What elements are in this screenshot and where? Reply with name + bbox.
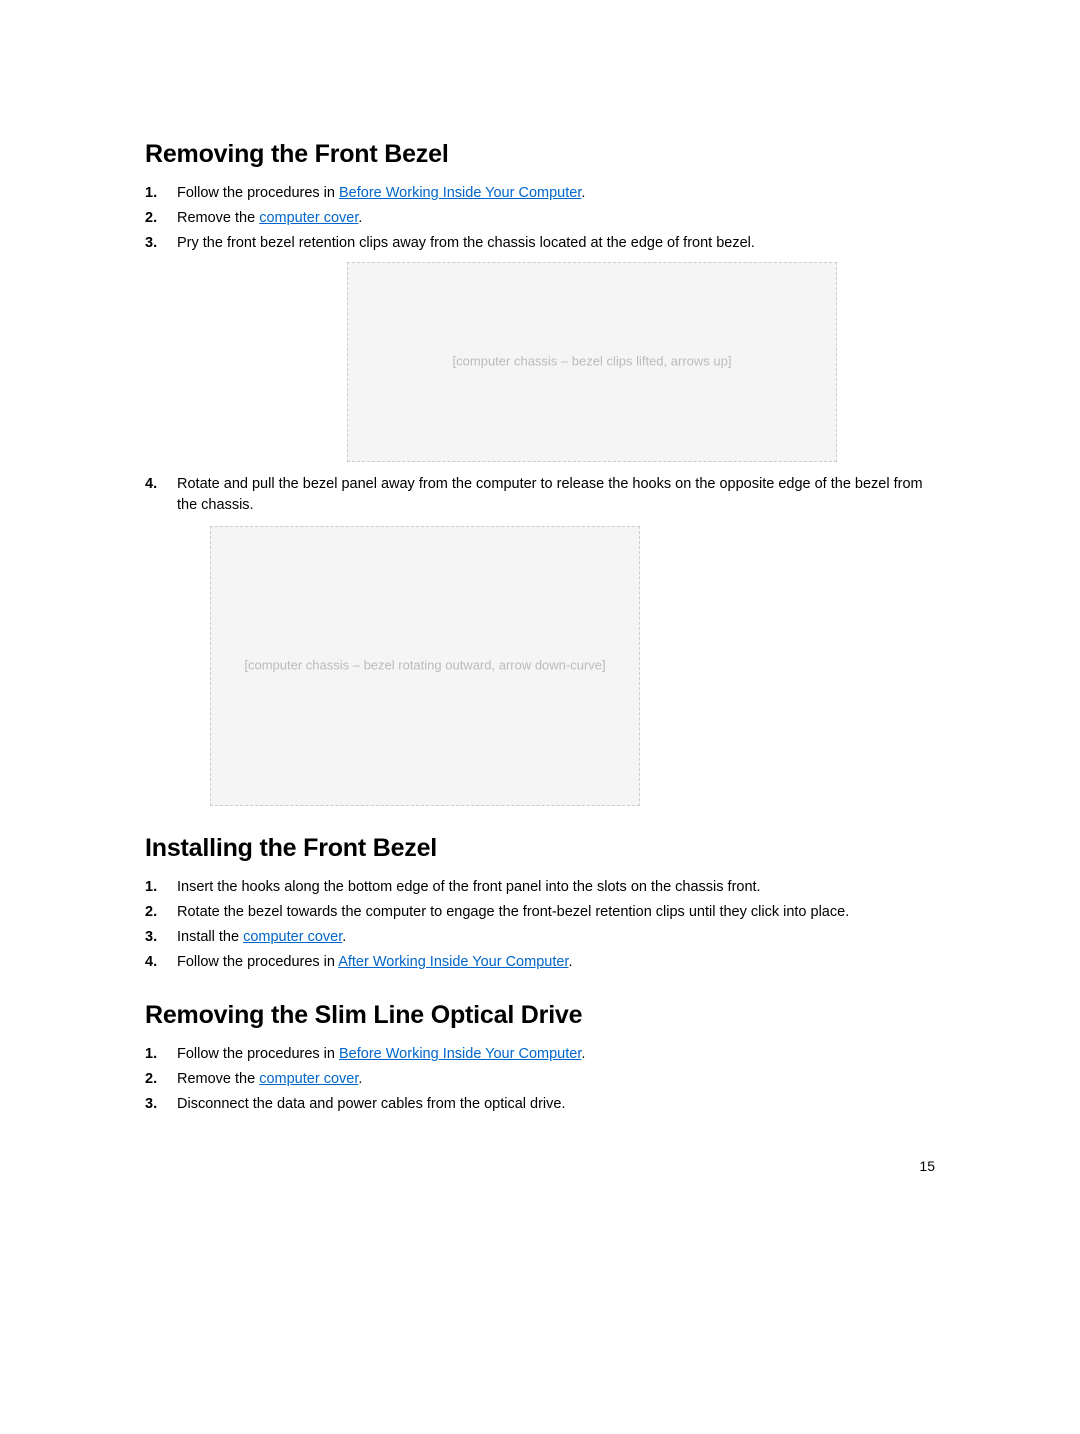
steps-removing-front-bezel: Follow the procedures in Before Working … — [145, 183, 935, 806]
link-before-working[interactable]: Before Working Inside Your Computer — [339, 185, 581, 201]
link-after-working[interactable]: After Working Inside Your Computer — [338, 954, 568, 970]
step-text: Follow the procedures in — [177, 185, 339, 201]
step-text: Insert the hooks along the bottom edge o… — [177, 879, 761, 895]
step-item: Remove the computer cover. — [145, 208, 935, 229]
heading-removing-optical-drive: Removing the Slim Line Optical Drive — [145, 1001, 935, 1030]
step-text: . — [358, 1071, 362, 1087]
step-text: . — [568, 954, 572, 970]
figure-bezel-rotate — [210, 526, 640, 806]
link-computer-cover[interactable]: computer cover — [243, 929, 342, 945]
step-text: Rotate and pull the bezel panel away fro… — [177, 476, 923, 513]
link-computer-cover[interactable]: computer cover — [259, 210, 358, 226]
heading-removing-front-bezel: Removing the Front Bezel — [145, 140, 935, 169]
step-text: Follow the procedures in — [177, 954, 338, 970]
step-item: Insert the hooks along the bottom edge o… — [145, 877, 935, 898]
step-text: Install the — [177, 929, 243, 945]
step-text: Remove the — [177, 210, 259, 226]
step-text: . — [581, 1046, 585, 1062]
steps-installing-front-bezel: Insert the hooks along the bottom edge o… — [145, 877, 935, 973]
step-item: Follow the procedures in After Working I… — [145, 952, 935, 973]
link-computer-cover[interactable]: computer cover — [259, 1071, 358, 1087]
figure-bezel-clips — [347, 262, 837, 462]
step-item: Follow the procedures in Before Working … — [145, 183, 935, 204]
step-text: Remove the — [177, 1071, 259, 1087]
step-item: Install the computer cover. — [145, 927, 935, 948]
step-item: Follow the procedures in Before Working … — [145, 1044, 935, 1065]
heading-installing-front-bezel: Installing the Front Bezel — [145, 834, 935, 863]
document-page: Removing the Front Bezel Follow the proc… — [0, 0, 1080, 1115]
step-item: Rotate the bezel towards the computer to… — [145, 902, 935, 923]
step-item: Remove the computer cover. — [145, 1069, 935, 1090]
step-text: Disconnect the data and power cables fro… — [177, 1096, 566, 1112]
step-text: Follow the procedures in — [177, 1046, 339, 1062]
steps-removing-optical-drive: Follow the procedures in Before Working … — [145, 1044, 935, 1115]
step-text: . — [342, 929, 346, 945]
step-text: Pry the front bezel retention clips away… — [177, 235, 755, 251]
step-item: Disconnect the data and power cables fro… — [145, 1094, 935, 1115]
page-number: 15 — [919, 1158, 935, 1174]
step-text: . — [358, 210, 362, 226]
link-before-working[interactable]: Before Working Inside Your Computer — [339, 1046, 581, 1062]
step-item: Pry the front bezel retention clips away… — [145, 233, 935, 462]
step-text: . — [581, 185, 585, 201]
step-item: Rotate and pull the bezel panel away fro… — [145, 474, 935, 806]
step-text: Rotate the bezel towards the computer to… — [177, 904, 849, 920]
